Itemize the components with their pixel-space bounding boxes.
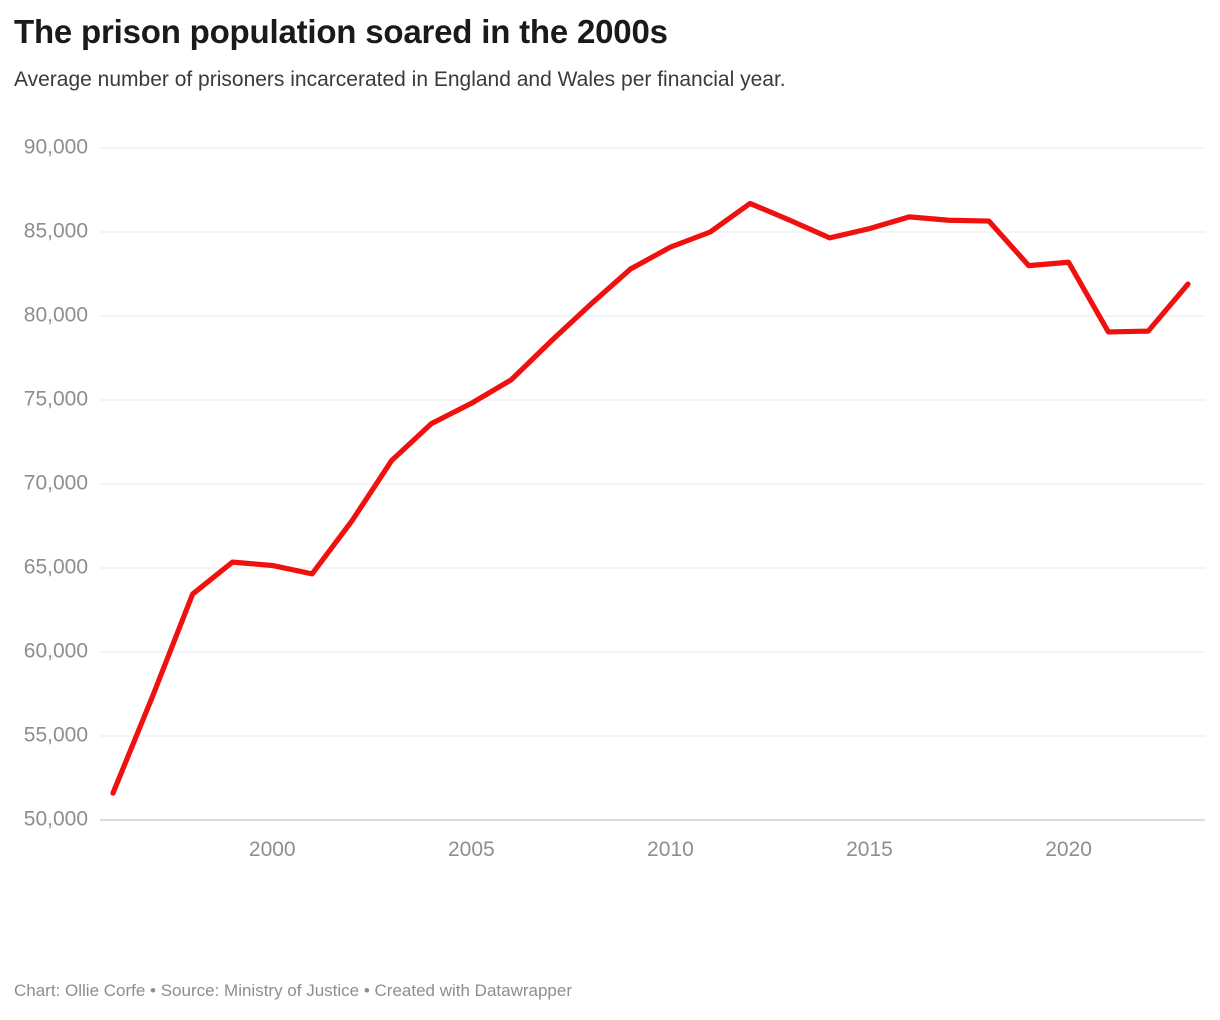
x-axis-tick-label: 2010	[647, 838, 694, 861]
y-axis-tick-label: 90,000	[24, 136, 88, 159]
page-title: The prison population soared in the 2000…	[14, 13, 668, 50]
x-axis-tick-label: 2005	[448, 838, 495, 861]
y-axis-tick-label: 65,000	[24, 556, 88, 579]
series-lines	[110, 200, 1191, 796]
x-axis-tick-label: 2015	[846, 838, 893, 861]
y-axis-tick-label: 70,000	[24, 472, 88, 495]
y-axis-tick-label: 50,000	[24, 808, 88, 831]
y-axis-tick-label: 75,000	[24, 388, 88, 411]
footer-divider	[14, 958, 1206, 959]
y-axis-tick-label: 85,000	[24, 220, 88, 243]
x-axis-tick-label: 2000	[249, 838, 296, 861]
chart-footer: Chart: Ollie Corfe • Source: Ministry of…	[14, 958, 1206, 1002]
chart-header: The prison population soared in the 2000…	[14, 12, 1204, 94]
chart-subtitle: Average number of prisoners incarcerated…	[14, 68, 786, 91]
x-axis-tick-label: 2020	[1045, 838, 1092, 861]
x-axis-tick-labels: 2000 2005 2010 2015 2020	[249, 838, 1092, 861]
y-axis-tick-labels: 50,000 55,000 60,000 65,000 70,000 75,000 80,0…	[24, 136, 88, 831]
y-axis-tick-label: 55,000	[24, 724, 88, 747]
y-axis-tick-label: 80,000	[24, 304, 88, 327]
footer-credit: Chart: Ollie Corfe • Source: Ministry of…	[14, 981, 572, 1000]
y-axis-tick-label: 60,000	[24, 640, 88, 663]
series-line	[110, 200, 1191, 796]
gridlines	[100, 147, 1205, 821]
